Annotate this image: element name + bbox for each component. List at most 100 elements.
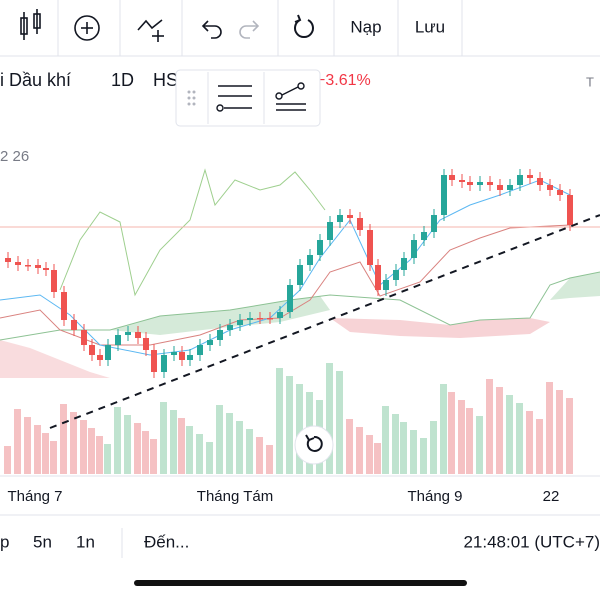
candle-body [367, 230, 373, 265]
volume-bar [256, 437, 263, 474]
candle-body [217, 330, 223, 340]
volume-bar [50, 441, 57, 474]
candle-body [287, 285, 293, 312]
volume-bar [536, 419, 543, 474]
volume-bar [160, 402, 167, 474]
candle-body [497, 185, 503, 190]
candle-icon[interactable] [20, 9, 41, 40]
candle-body [187, 355, 193, 360]
volume-bar [24, 417, 31, 474]
volume-bar [506, 395, 513, 474]
x-tick-label: Tháng 9 [407, 488, 462, 505]
volume-bar [516, 403, 523, 474]
lagging-line [59, 168, 326, 297]
volume-bar [42, 433, 49, 474]
candle-body [97, 355, 103, 360]
candle-body [15, 262, 21, 265]
span-line [0, 271, 600, 341]
volume-bar [104, 444, 111, 474]
home-indicator [134, 580, 467, 586]
volume-bar [448, 392, 455, 474]
candle-body [459, 180, 465, 182]
candle-body [327, 222, 333, 240]
candle-body [227, 325, 233, 330]
volume-bar [114, 407, 121, 474]
volume-bar [186, 426, 193, 474]
exchange: HS [153, 70, 178, 90]
candle-body [357, 218, 363, 230]
volume-bar [466, 408, 473, 474]
volume-bar [382, 406, 389, 474]
candle-body [477, 182, 483, 185]
reset[interactable] [294, 14, 314, 39]
candle-body [197, 345, 203, 355]
candle-body [375, 265, 381, 290]
volume-bar [276, 368, 283, 474]
volume-bar [80, 420, 87, 474]
volume-bar [346, 419, 353, 474]
candle-body [61, 292, 67, 320]
line-tool[interactable] [275, 82, 306, 111]
chart-area [0, 168, 600, 474]
candle-body [441, 175, 447, 215]
x-tick-label: 22 [543, 488, 560, 505]
candle-body [431, 215, 437, 232]
volume-bar [34, 425, 41, 474]
candle-body [537, 178, 543, 185]
candle-body [421, 232, 427, 240]
candle-body [89, 345, 95, 355]
candle-body [71, 320, 77, 330]
candle-body [51, 270, 57, 292]
volume-bar [566, 398, 573, 474]
candle-body [25, 265, 31, 267]
candle-body [125, 332, 131, 335]
volume-bar [150, 439, 157, 474]
x-tick-label: Tháng Tám [197, 488, 273, 505]
volume-bar [556, 390, 563, 474]
volume-bar [4, 446, 11, 474]
volume-bar [70, 412, 77, 474]
candle-body [401, 258, 407, 270]
add-indicator[interactable] [74, 15, 100, 41]
goto-button[interactable]: Đến... [144, 532, 189, 551]
volume-bar [88, 428, 95, 474]
compare[interactable] [137, 19, 164, 42]
volume-bar [374, 443, 381, 474]
candle-body [297, 265, 303, 285]
load-button[interactable]: Nạp [350, 17, 381, 36]
candle-body [547, 185, 553, 190]
volume-bar [142, 431, 149, 474]
candle-body [393, 270, 399, 280]
range-button[interactable]: 5n [33, 532, 52, 551]
candle-body [161, 355, 167, 372]
undo[interactable] [201, 20, 222, 39]
candle-body [507, 185, 513, 190]
candle-body [43, 268, 49, 270]
volume-bar [96, 436, 103, 474]
volume-bar [486, 379, 493, 474]
redo[interactable] [239, 20, 260, 39]
scroll-to-realtime[interactable] [294, 425, 334, 465]
volume-bar [178, 418, 185, 474]
volume-bar [366, 435, 373, 474]
range-button[interactable]: 1n [76, 532, 95, 551]
volume-bar [196, 434, 203, 474]
conversion-line [0, 179, 571, 356]
candle-body [237, 320, 243, 325]
volume-bar [296, 384, 303, 474]
save-button[interactable]: Lưu [415, 17, 445, 36]
symbol-name: i Dầu khí [0, 70, 71, 90]
indicator-label: 2 26 [0, 148, 29, 165]
candle-body [135, 332, 141, 338]
volume-bar [392, 414, 399, 474]
volume-bar [400, 422, 407, 474]
candle-body [171, 352, 177, 355]
range-button[interactable]: p [0, 532, 9, 551]
line-style[interactable] [216, 85, 252, 112]
x-tick-label: Tháng 7 [7, 488, 62, 505]
candle-body [179, 352, 185, 360]
volume-bar [336, 371, 343, 474]
volume-bar [286, 376, 293, 474]
